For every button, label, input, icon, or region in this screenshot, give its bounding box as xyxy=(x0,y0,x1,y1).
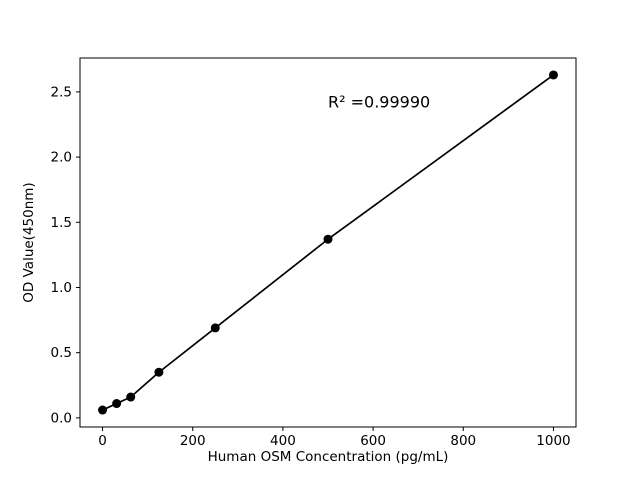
y-tick-label: 0.5 xyxy=(51,345,72,361)
x-tick-label: 1000 xyxy=(536,433,570,449)
x-tick-label: 600 xyxy=(360,433,386,449)
y-tick-label: 1.5 xyxy=(51,215,72,231)
x-tick-label: 800 xyxy=(450,433,476,449)
r-squared-annotation: R² =0.99990 xyxy=(328,93,430,112)
y-axis-label: OD Value(450nm) xyxy=(21,182,37,302)
data-point xyxy=(126,392,136,402)
x-tick-label: 400 xyxy=(270,433,296,449)
data-point xyxy=(154,367,164,377)
axes-layer: 0 200 400 600 800 1000 0.0 0.5 1.0 1.5 2.0 2.5 xyxy=(51,57,577,449)
y-tick-label: 0.0 xyxy=(51,410,72,426)
x-tick-label: 200 xyxy=(180,433,206,449)
data-point xyxy=(210,323,220,333)
x-tick-label: 0 xyxy=(98,433,107,449)
x-axis-label: Human OSM Concentration (pg/mL) xyxy=(208,449,449,465)
plot-border xyxy=(79,57,577,428)
y-tick-label: 2.5 xyxy=(51,84,72,100)
data-point xyxy=(112,399,122,409)
data-point xyxy=(323,234,333,244)
data-point xyxy=(98,405,108,415)
data-series-layer xyxy=(98,70,558,415)
data-point xyxy=(548,70,558,80)
y-tick-label: 2.0 xyxy=(51,150,72,166)
y-tick-label: 1.0 xyxy=(51,280,72,296)
